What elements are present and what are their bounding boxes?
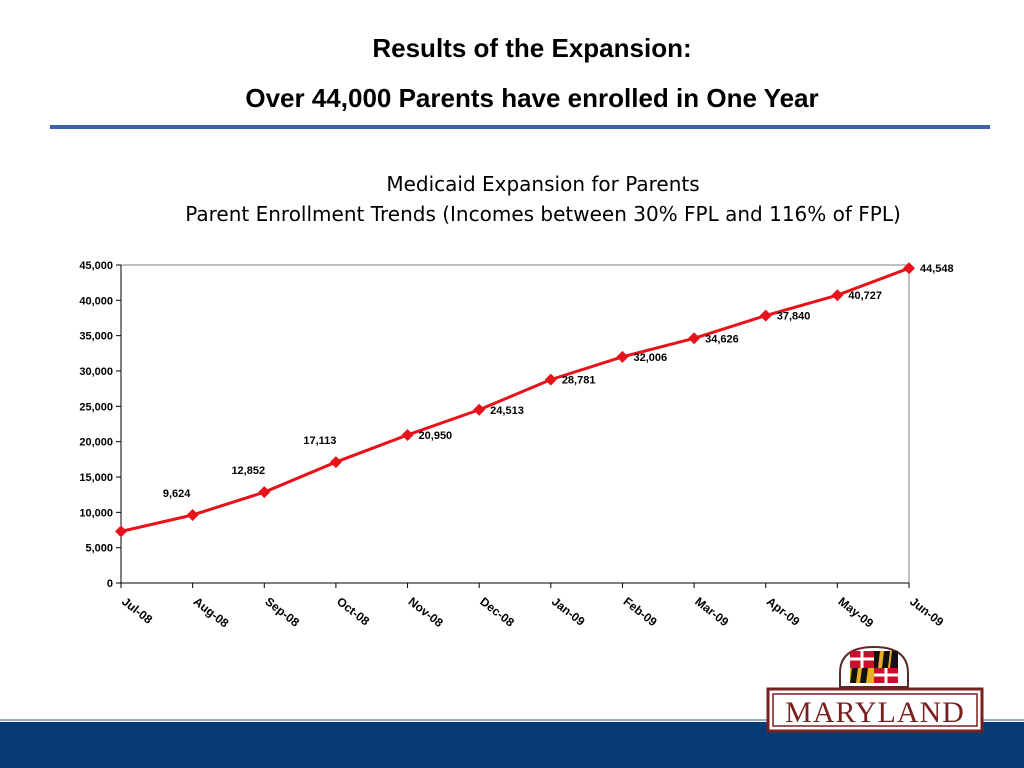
data-point-marker <box>544 373 557 386</box>
data-point-marker <box>329 456 342 469</box>
title-rule <box>50 125 990 129</box>
data-point-marker <box>186 508 199 521</box>
data-point-marker <box>903 262 915 275</box>
chart-title: Medicaid Expansion for Parents <box>386 172 700 196</box>
x-tick-label: Oct-08 <box>334 594 372 628</box>
x-tick-label: Jan-09 <box>549 594 588 629</box>
data-label: 44,548 <box>920 263 954 275</box>
chart-subtitle: Parent Enrollment Trends (Incomes betwee… <box>185 202 901 226</box>
slide-title-line2: Over 44,000 Parents have enrolled in One… <box>245 83 819 113</box>
x-tick-label: Feb-09 <box>621 594 660 629</box>
data-label: 17,113 <box>303 435 336 447</box>
data-point-marker <box>688 332 701 345</box>
x-tick-label: Aug-08 <box>191 594 232 630</box>
data-point-marker <box>401 428 414 441</box>
y-tick-label: 20,000 <box>79 437 113 449</box>
line-chart: 0 5,000 10,000 15,000 20,000 25,000 30,000 35,0… <box>79 260 954 631</box>
footer-line <box>0 719 1024 721</box>
x-tick-label: Jun-09 <box>907 594 946 629</box>
x-tick-label: Nov-08 <box>406 594 446 630</box>
data-label: 37,840 <box>777 311 811 323</box>
series-line <box>120 266 910 533</box>
data-point-marker <box>616 350 629 363</box>
x-tick-label: May-09 <box>836 594 877 630</box>
y-tick-label: 40,000 <box>79 295 113 307</box>
data-label: 24,513 <box>490 405 524 417</box>
data-label: 9,624 <box>163 488 191 500</box>
y-tick-label: 0 <box>107 578 113 590</box>
y-tick-label: 30,000 <box>79 366 113 378</box>
x-tick-label: Sep-08 <box>262 594 302 629</box>
x-tick-label: Apr-09 <box>764 594 803 629</box>
data-label: 20,950 <box>419 430 453 442</box>
x-tick-label: Dec-08 <box>477 594 517 629</box>
maryland-logo: MARYLAND <box>766 645 984 733</box>
maryland-flag-seal-icon <box>839 645 909 690</box>
data-point-marker <box>473 403 486 416</box>
y-tick-label: 35,000 <box>79 331 113 343</box>
y-tick-label: 45,000 <box>79 260 113 272</box>
logo-wordmark: MARYLAND <box>785 696 965 729</box>
data-label: 32,006 <box>633 352 667 364</box>
x-tick-label: Jul-08 <box>119 594 155 627</box>
data-point-marker <box>759 309 772 322</box>
data-point-marker <box>831 289 844 302</box>
slide-title-line1: Results of the Expansion: <box>372 33 692 63</box>
y-tick-label: 15,000 <box>79 472 113 484</box>
x-tick-label: Mar-09 <box>692 594 731 629</box>
data-label: 40,727 <box>848 290 882 302</box>
data-label: 28,781 <box>562 375 596 387</box>
data-point-marker <box>115 525 127 538</box>
data-label: 12,852 <box>231 465 265 477</box>
y-tick-label: 25,000 <box>79 401 113 413</box>
y-tick-label: 5,000 <box>85 543 113 555</box>
data-point-marker <box>258 486 271 499</box>
data-label: 34,626 <box>705 333 739 345</box>
y-tick-label: 10,000 <box>79 507 113 519</box>
